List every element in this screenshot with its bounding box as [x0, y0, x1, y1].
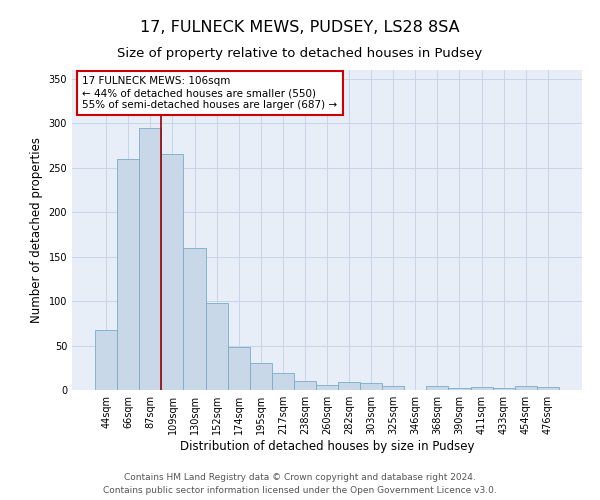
Bar — [360, 383, 382, 390]
Text: Contains HM Land Registry data © Crown copyright and database right 2024.
Contai: Contains HM Land Registry data © Crown c… — [103, 474, 497, 495]
Bar — [184, 248, 206, 390]
Bar — [95, 330, 117, 390]
Bar — [227, 348, 250, 390]
Bar — [316, 384, 338, 390]
X-axis label: Distribution of detached houses by size in Pudsey: Distribution of detached houses by size … — [180, 440, 474, 453]
Bar — [515, 386, 537, 390]
Bar — [206, 303, 227, 390]
Text: 17 FULNECK MEWS: 106sqm
← 44% of detached houses are smaller (550)
55% of semi-d: 17 FULNECK MEWS: 106sqm ← 44% of detache… — [82, 76, 337, 110]
Text: 17, FULNECK MEWS, PUDSEY, LS28 8SA: 17, FULNECK MEWS, PUDSEY, LS28 8SA — [140, 20, 460, 35]
Bar — [448, 388, 470, 390]
Bar — [250, 364, 272, 390]
Bar — [470, 388, 493, 390]
Y-axis label: Number of detached properties: Number of detached properties — [30, 137, 43, 323]
Bar — [161, 154, 184, 390]
Bar — [139, 128, 161, 390]
Bar — [338, 382, 360, 390]
Bar — [272, 373, 294, 390]
Bar — [493, 388, 515, 390]
Bar — [537, 388, 559, 390]
Bar — [294, 381, 316, 390]
Bar — [117, 159, 139, 390]
Text: Size of property relative to detached houses in Pudsey: Size of property relative to detached ho… — [118, 48, 482, 60]
Bar — [382, 386, 404, 390]
Bar — [427, 386, 448, 390]
